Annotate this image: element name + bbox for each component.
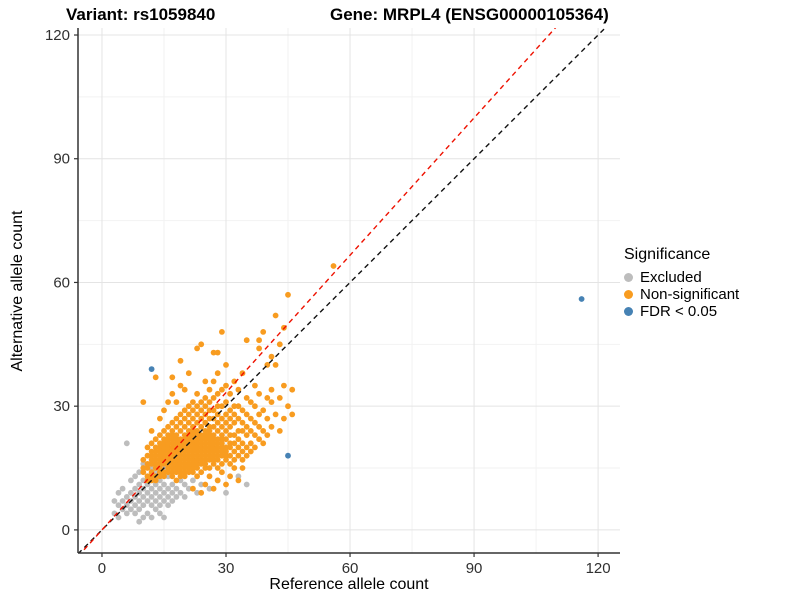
legend-label: FDR < 0.05	[640, 303, 718, 320]
y-axis-title: Alternative allele count	[9, 210, 26, 372]
y-tick-label: 120	[45, 27, 70, 44]
y-tick-label: 30	[53, 398, 70, 415]
legend-title: Significance	[624, 246, 711, 263]
non-significant-dot-icon	[624, 290, 633, 299]
y-tick-label: 90	[53, 151, 70, 168]
excluded-dot-icon	[624, 273, 633, 282]
x-tick-label: 30	[218, 560, 235, 577]
x-tick-label: 120	[586, 560, 611, 577]
legend: Significance Excluded Non-significant FD…	[624, 246, 739, 320]
variant-title: Variant: rs1059840	[66, 5, 216, 24]
y-tick-label: 0	[62, 522, 70, 539]
legend-label: Non-significant	[640, 286, 740, 303]
y-tick-label: 60	[53, 274, 70, 291]
x-tick-label: 0	[98, 560, 106, 577]
legend-item-non-significant: Non-significant	[624, 286, 739, 303]
series-fdr-0-05	[148, 296, 585, 459]
x-axis-title: Reference allele count	[269, 576, 429, 593]
x-tick-label: 60	[342, 560, 359, 577]
legend-item-fdr: FDR < 0.05	[624, 303, 739, 320]
fdr-dot-icon	[624, 307, 633, 316]
identity-line	[78, 28, 607, 553]
x-tick-label: 90	[466, 560, 483, 577]
legend-item-excluded: Excluded	[624, 269, 739, 286]
legend-label: Excluded	[640, 269, 702, 286]
gene-title: Gene: MRPL4 (ENSG00000105364)	[330, 5, 609, 24]
